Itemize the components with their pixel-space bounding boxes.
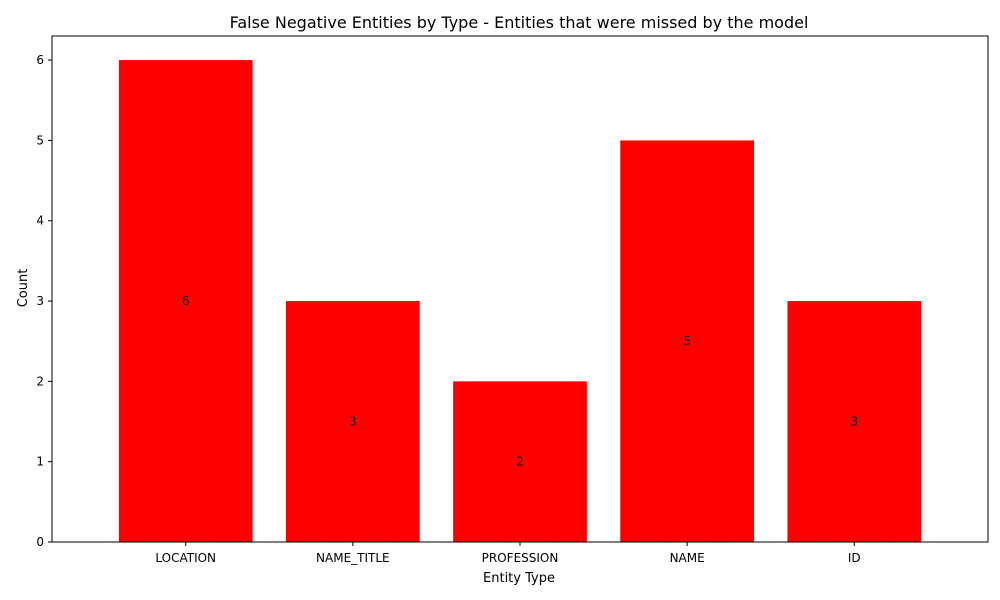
y-tick-label: 0 — [36, 535, 44, 549]
y-tick-label: 3 — [36, 294, 44, 308]
data-label: 5 — [683, 334, 691, 348]
y-tick-label: 6 — [36, 53, 44, 67]
data-label: 2 — [516, 455, 524, 469]
bar-location — [118, 60, 253, 542]
x-tick-label: PROFESSION — [482, 551, 559, 565]
bar-name_title — [286, 301, 420, 542]
data-label: 3 — [850, 415, 858, 429]
plot-area: 6 3 2 5 3 0 1 2 3 4 5 6 LOCATION NAME_TITLE PROFESSION… — [36, 35, 989, 565]
x-tick-label: ID — [848, 551, 861, 565]
data-label: 3 — [349, 415, 357, 429]
data-label: 6 — [182, 294, 190, 308]
y-tick-label: 1 — [36, 455, 44, 469]
x-tick-label: LOCATION — [155, 551, 216, 565]
y-axis-label: Count — [16, 269, 31, 308]
bar-name — [620, 140, 754, 542]
bar-id — [787, 301, 922, 542]
x-tick-label: NAME — [670, 551, 705, 565]
y-tick-label: 4 — [36, 214, 44, 228]
bar-profession — [453, 381, 587, 542]
x-tick-label: NAME_TITLE — [316, 551, 390, 565]
x-axis-label: Entity Type — [483, 571, 555, 586]
chart-title: False Negative Entities by Type - Entiti… — [230, 13, 809, 32]
y-tick-label: 5 — [36, 133, 44, 147]
y-tick-label: 2 — [36, 374, 44, 388]
